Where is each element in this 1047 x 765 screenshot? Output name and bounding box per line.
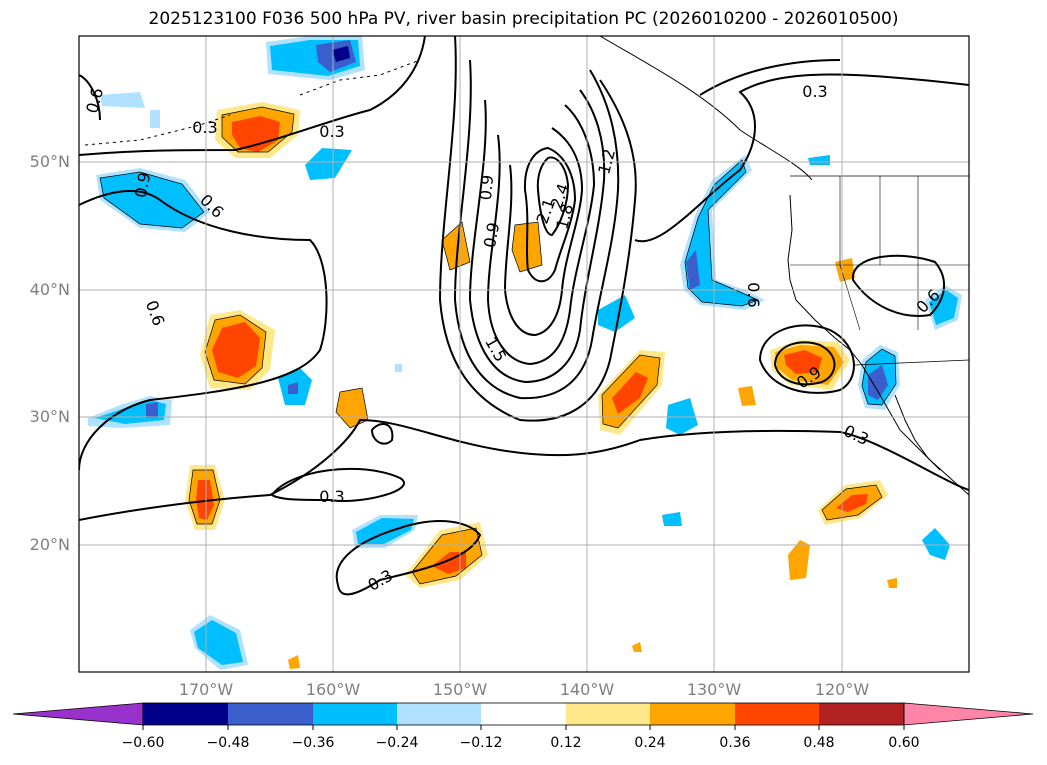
neg-anomaly-7b <box>288 382 298 394</box>
pv-contour-small-loop <box>370 423 394 445</box>
contour-label: 0.9 <box>476 174 497 201</box>
contour-label: 0.3 <box>802 82 827 101</box>
pv-contours <box>79 36 969 596</box>
colorbar <box>12 702 1034 730</box>
lon-label: 150°W <box>432 680 488 699</box>
colorbar-bin <box>650 703 735 725</box>
pos-anomaly-1c <box>232 116 280 152</box>
pv-contour-east-loop <box>851 254 946 317</box>
contour-label: 0.3 <box>319 122 344 141</box>
precip-anomaly-shading <box>88 36 962 670</box>
contour-label: 0.9 <box>131 171 154 199</box>
pv-contour-3 <box>468 89 606 384</box>
pos-anomaly-10 <box>738 386 756 406</box>
pv-contour-6 <box>523 146 577 283</box>
pv-contour-0.3-south <box>79 418 969 521</box>
pv-contour-2 <box>453 59 620 400</box>
colorbar-bin <box>397 703 481 725</box>
colorbar-tick-label: 0.12 <box>550 735 582 751</box>
coastlines <box>84 36 969 496</box>
coast-north-america-west <box>787 194 969 496</box>
border-us-mexico <box>854 359 969 366</box>
neg-anomaly-11 <box>598 295 635 332</box>
pos-anomaly-12c <box>836 494 868 512</box>
pv-contour-far-west <box>79 74 101 121</box>
aleutian-islands <box>84 59 421 146</box>
map-frame <box>78 35 970 673</box>
pv-contour-0.3-south2 <box>335 520 482 596</box>
pv-contour-ca-loop <box>758 324 855 394</box>
colorbar-bin <box>566 703 650 725</box>
neg-anomaly-13 <box>662 512 682 526</box>
contour-label: 0.6 <box>744 282 763 307</box>
contour-label: 0.3 <box>192 118 217 137</box>
pv-contour-ca-inner <box>773 341 836 386</box>
pos-anomaly-15 <box>632 642 642 652</box>
colorbar-tick-label: 0.60 <box>888 735 920 751</box>
neg-anomaly-14b <box>685 160 758 306</box>
colorbar-extend-right <box>903 702 1034 726</box>
pv-contour-5 <box>503 127 584 337</box>
neg-anomaly-9b <box>356 518 414 544</box>
lat-label: 20°N <box>29 535 70 554</box>
lon-label: 120°W <box>814 680 870 699</box>
colorbar-bin <box>819 703 904 725</box>
colorbar-tick-label: −0.60 <box>121 735 165 751</box>
colorbar-extend-left <box>12 702 144 726</box>
state-borders <box>790 176 969 331</box>
neg-anomaly-3b <box>100 172 204 228</box>
pv-contour-east <box>634 73 969 243</box>
neg-anomaly-2 <box>100 92 145 108</box>
pv-contour-0.3-north <box>79 36 426 156</box>
pv-contour-0.3-loop <box>270 467 405 502</box>
pos-anomaly-16 <box>887 578 897 588</box>
pos-anomaly-14 <box>288 655 300 669</box>
neg-anomaly-14c <box>686 250 700 290</box>
neg-anomaly-1d <box>332 46 350 62</box>
coast-alaska-canada <box>599 36 813 181</box>
colorbar-tick-label: −0.12 <box>459 735 503 751</box>
pos-anomaly-2c <box>212 322 260 378</box>
neg-anomaly-6c <box>146 402 158 418</box>
neg-anomaly-15c <box>868 365 888 400</box>
lat-label: 40°N <box>29 280 70 299</box>
colorbar-tick-label: 0.36 <box>719 735 751 751</box>
pos-anomaly-9c <box>784 350 822 374</box>
lon-label: 160°W <box>305 680 361 699</box>
neg-anomaly-17 <box>922 528 950 560</box>
colorbar-tick-label: −0.48 <box>206 735 250 751</box>
colorbar-bin <box>481 703 566 725</box>
pv-contour-0.6-west <box>79 189 328 471</box>
plot-title: 2025123100 F036 500 hPa PV, river basin … <box>148 9 899 29</box>
colorbar-tick-label: 0.24 <box>634 735 666 751</box>
colorbar-bin <box>313 703 397 725</box>
colorbar-bin <box>143 703 228 725</box>
pv-contour-7 <box>536 156 570 237</box>
pv-contour-4 <box>486 104 596 366</box>
pos-anomaly-7c <box>432 552 466 574</box>
pos-anomaly-13 <box>788 540 810 580</box>
coast-baja <box>894 394 941 471</box>
lon-label: 170°W <box>178 680 234 699</box>
lon-label: 140°W <box>559 680 615 699</box>
colorbar-tick-label: −0.36 <box>291 735 335 751</box>
pos-anomaly-8c <box>612 372 648 414</box>
colorbar-bin <box>735 703 819 725</box>
colorbar-tick-label: 0.48 <box>803 735 835 751</box>
lat-label: 50°N <box>29 152 70 171</box>
contour-label: 0.3 <box>319 487 344 506</box>
lat-label: 30°N <box>29 407 70 426</box>
contour-label: 0.9 <box>480 221 503 249</box>
neg-anomaly-16b <box>929 290 958 325</box>
neg-anomaly-5 <box>150 110 160 128</box>
neg-anomaly-8 <box>395 364 402 372</box>
gridlines <box>79 36 969 672</box>
lon-label: 130°W <box>686 680 742 699</box>
neg-anomaly-4 <box>305 148 352 180</box>
pos-anomaly-4 <box>336 388 368 428</box>
colorbar-tick-label: −0.24 <box>375 735 419 751</box>
colorbar-bin <box>228 703 313 725</box>
